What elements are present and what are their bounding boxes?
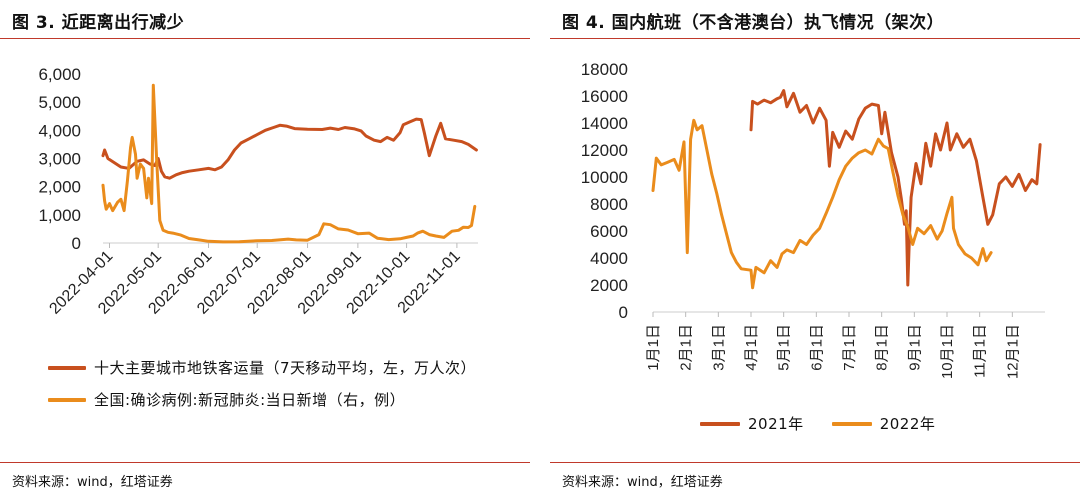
x-tick-label: 7月1日 [841,324,858,371]
series-line-2022 [651,118,993,290]
y-tick-label: 2000 [590,276,628,295]
legend-swatch-covid [48,398,86,402]
legend-swatch-2021 [700,422,740,426]
right-figure-panel: 图 4. 国内航班（不含港澳台）执飞情况（架次） 18000 16000 14000… [550,0,1080,495]
legend-item-metro: 十大主要城市地铁客运量（7天移动平均，左，万人次） [48,357,488,379]
right-source-rule [550,462,1080,463]
legend-item-covid: 全国:确诊病例:新冠肺炎:当日新增（右，例） [48,389,488,411]
left-line-chart: 6,0005,0004,0003,0002,0001,00002022-04-0… [38,65,478,318]
x-tick-label: 3月1日 [710,324,727,371]
y-tick-label: 5,000 [38,93,81,112]
y-tick-label: 3,000 [38,150,81,169]
legend-item-2021: 2021年 [700,413,804,435]
legend-swatch-metro [48,366,86,370]
y-tick-label: 10000 [581,168,628,187]
x-tick-label: 8月1日 [874,324,891,371]
y-tick-label: 0 [619,303,628,322]
legend-label-covid: 全国:确诊病例:新冠肺炎:当日新增（右，例） [94,391,406,409]
right-line-chart: 18000 16000 14000 12000 10000 8000 6000 4000 200… [581,60,1045,379]
legend-label-2022: 2022年 [879,415,936,433]
x-tick-label: 4月1日 [743,324,760,371]
left-figure-panel: 图 3. 近距离出行减少 6,000 5,000 4,000 3,000 2,000 1,… [0,0,530,495]
legend-item-2022: 2022年 [831,413,936,435]
series-line-2021 [749,89,1042,287]
left-legend: 十大主要城市地铁客运量（7天移动平均，左，万人次） 全国:确诊病例:新冠肺炎:当… [48,357,488,421]
y-tick-label: 6000 [590,222,628,241]
y-tick-label: 18000 [581,60,628,79]
left-figure-title: 图 3. 近距离出行减少 [12,13,185,33]
y-tick-label: 12000 [581,141,628,160]
series-line-covid [101,83,477,244]
y-tick-label: 4000 [590,249,628,268]
left-source-note: 资料来源：wind，红塔证券 [12,475,173,490]
y-tick-label: 0 [72,234,81,253]
series-line-metro [101,117,478,180]
legend-swatch-2022 [831,422,872,426]
right-source-note: 资料来源：wind，红塔证券 [562,475,723,490]
y-tick-label: 2,000 [38,178,81,197]
x-tick-label: 6月1日 [808,324,825,371]
legend-label-2021: 2021年 [748,415,804,433]
x-tick-label: 2月1日 [678,324,695,371]
y-tick-label: 8000 [590,195,628,214]
right-legend: 2021年 2022年 [700,413,963,445]
right-title-rule [550,38,1080,39]
y-tick-label: 1,000 [38,206,81,225]
y-tick-label: 4,000 [38,121,81,140]
right-figure-title: 图 4. 国内航班（不含港澳台）执飞情况（架次） [562,13,945,33]
x-tick-label: 10月1日 [939,324,956,379]
x-tick-label: 11月1日 [972,324,989,378]
x-tick-label: 5月1日 [776,324,793,371]
y-tick-label: 14000 [581,114,628,133]
left-source-rule [0,462,530,463]
y-tick-label: 6,000 [38,65,81,84]
legend-label-metro: 十大主要城市地铁客运量（7天移动平均，左，万人次） [94,359,477,377]
x-tick-label: 1月1日 [645,324,662,371]
y-tick-label: 16000 [581,87,628,106]
left-title-rule [0,38,530,39]
x-tick-label: 12月1日 [1004,324,1021,379]
x-tick-label: 9月1日 [906,324,923,371]
